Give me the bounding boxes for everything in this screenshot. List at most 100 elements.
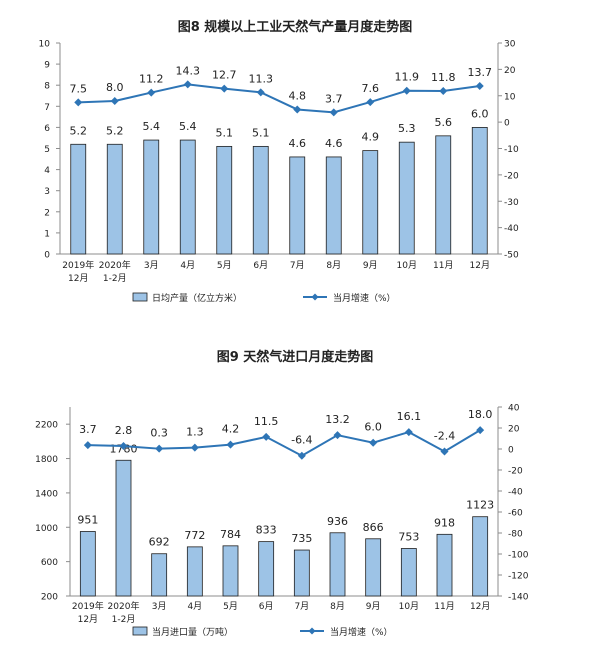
line-point — [293, 105, 302, 114]
bar — [179, 139, 196, 255]
bar-data-label: 692 — [149, 536, 170, 549]
line-data-label: 13.2 — [325, 413, 350, 426]
bar-data-label: 5.1 — [216, 126, 234, 139]
bar — [186, 546, 203, 597]
line-point — [402, 86, 411, 95]
growth-line — [78, 83, 480, 114]
bar — [472, 516, 489, 597]
right-tick-label: 30 — [504, 40, 516, 50]
right-tick-label: -60 — [508, 509, 523, 519]
line-point — [440, 447, 449, 456]
bar — [398, 141, 415, 255]
line-data-label: 11.2 — [139, 73, 164, 86]
left-tick-label: 8 — [44, 82, 50, 92]
right-tick-label: -40 — [508, 488, 523, 498]
bar-data-label: 753 — [398, 530, 419, 543]
x-tick-label: 5月 — [217, 260, 232, 271]
bar-data-label: 918 — [434, 516, 455, 529]
x-tick-label: 10月 — [397, 260, 417, 271]
line-point — [74, 98, 83, 107]
x-tick-label: 6月 — [253, 260, 268, 271]
left-tick-label: 1000 — [35, 524, 58, 534]
left-tick-label: 6 — [44, 124, 50, 134]
legend-line-label: 当月增速（%） — [330, 626, 393, 638]
line-point — [333, 431, 342, 440]
x-tick-label: 2019年 — [62, 259, 94, 271]
line-data-label: 4.8 — [289, 89, 307, 102]
line-point — [476, 426, 485, 435]
right-tick-label: -120 — [508, 572, 529, 582]
x-tick-label: 7月 — [290, 260, 305, 271]
legend-bar-label: 当月进口量（万吨） — [152, 626, 233, 638]
left-tick-label: 3 — [44, 187, 50, 197]
line-data-label: 7.6 — [362, 82, 380, 95]
bar — [106, 143, 123, 255]
x-tick-label: 11月 — [434, 601, 454, 612]
bar-data-label: 866 — [363, 521, 384, 534]
bar — [216, 145, 233, 255]
bar-data-label: 5.2 — [106, 124, 124, 137]
line-data-label: 1.3 — [186, 426, 204, 439]
right-tick-label: 0 — [508, 446, 514, 456]
line-point — [297, 451, 306, 460]
line-data-label: 11.8 — [431, 71, 456, 84]
line-point — [119, 442, 128, 451]
x-tick-label: 7月 — [294, 601, 309, 612]
growth-line — [87, 429, 481, 457]
x-tick-label: 12月 — [78, 614, 98, 625]
bar — [115, 459, 132, 597]
x-tick-label: 12月 — [68, 273, 88, 284]
bar-data-label: 5.1 — [252, 126, 270, 139]
x-tick-label: 6月 — [259, 601, 274, 612]
line-data-label: 3.7 — [325, 92, 343, 105]
line-point — [262, 432, 271, 441]
line-point — [404, 428, 413, 437]
line-data-label: -2.4 — [434, 430, 455, 443]
line-data-label: 14.3 — [176, 64, 201, 77]
bar — [70, 143, 87, 255]
bar-data-label: 4.9 — [362, 131, 380, 144]
x-tick-label: 8月 — [330, 601, 345, 612]
chart-title-1: 图8 规模以上工业天然气产量月度走势图 — [178, 19, 413, 35]
right-tick-label: 20 — [504, 66, 516, 76]
x-tick-label: 2019年 — [72, 600, 104, 612]
line-point — [366, 98, 375, 107]
bar-data-label: 5.4 — [143, 120, 161, 133]
legend-line-marker — [311, 293, 319, 301]
line-data-label: 18.0 — [468, 408, 493, 421]
bar — [329, 532, 346, 597]
line-data-label: 12.7 — [212, 69, 237, 82]
line-point — [220, 84, 229, 93]
bar — [222, 545, 239, 597]
legend-line-label: 当月增速（%） — [333, 292, 396, 304]
bar — [400, 548, 417, 597]
right-tick-label: -100 — [508, 551, 529, 561]
right-tick-label: -20 — [504, 171, 519, 181]
bar — [436, 533, 453, 597]
line-data-label: 16.1 — [397, 410, 422, 423]
bar — [365, 538, 382, 597]
line-data-label: 8.0 — [106, 81, 124, 94]
left-tick-label: 7 — [44, 103, 50, 113]
x-tick-label: 3月 — [144, 260, 159, 271]
bar-data-label: 833 — [256, 524, 277, 537]
line-point — [256, 88, 265, 97]
bar-data-label: 936 — [327, 515, 348, 528]
line-point — [190, 443, 199, 452]
x-tick-label: 2020年 — [108, 600, 140, 612]
legend-line-marker — [308, 627, 316, 635]
left-tick-label: 200 — [41, 593, 58, 603]
bar-data-label: 1123 — [466, 499, 494, 512]
left-tick-label: 2200 — [35, 421, 58, 431]
right-tick-label: -80 — [508, 530, 523, 540]
bar — [435, 135, 452, 255]
left-tick-label: 0 — [44, 251, 50, 261]
bar-data-label: 772 — [184, 529, 205, 542]
bar-data-label: 5.6 — [435, 116, 453, 129]
bar — [143, 139, 160, 255]
right-tick-label: 0 — [504, 119, 510, 129]
left-tick-label: 2 — [44, 208, 50, 218]
right-tick-label: -10 — [504, 145, 519, 155]
legend-bar-swatch — [132, 626, 148, 636]
